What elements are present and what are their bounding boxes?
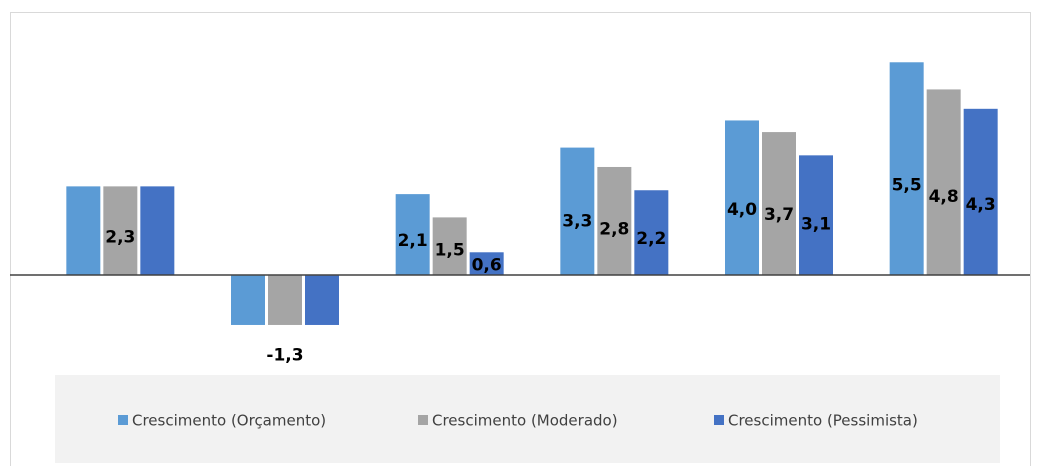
bar <box>633 189 670 276</box>
value-label: 3,7 <box>764 205 794 225</box>
value-label: 5,5 <box>892 175 922 195</box>
legend-box <box>55 375 1000 463</box>
bar <box>596 165 633 276</box>
value-label: 2,8 <box>599 219 629 239</box>
value-label: 2,2 <box>636 229 666 249</box>
bar <box>724 119 760 276</box>
legend-label: Crescimento (Moderado) <box>432 412 618 430</box>
value-label: 4,0 <box>727 200 757 220</box>
legend-swatch <box>714 415 724 425</box>
legend-swatch <box>118 415 128 425</box>
bar <box>304 274 340 326</box>
bar <box>798 154 834 276</box>
bar <box>230 274 266 326</box>
bar <box>925 88 962 276</box>
value-label: 0,6 <box>472 255 502 275</box>
bar <box>559 146 596 276</box>
value-label: 4,3 <box>966 195 996 215</box>
value-label: 4,8 <box>929 187 959 207</box>
value-label: 1,5 <box>435 241 465 261</box>
value-label: 3,1 <box>801 215 831 235</box>
value-label: 2,1 <box>398 231 428 251</box>
legend-label: Crescimento (Pessimista) <box>728 412 918 430</box>
value-label: 3,3 <box>562 211 592 231</box>
bar <box>431 216 468 276</box>
bar <box>267 274 303 326</box>
bar <box>888 61 925 276</box>
legend-label: Crescimento (Orçamento) <box>132 412 326 430</box>
bar <box>139 185 176 276</box>
bar <box>65 185 102 276</box>
bar <box>102 185 139 276</box>
bar <box>761 131 797 276</box>
bar <box>962 107 999 276</box>
legend-swatch <box>418 415 428 425</box>
value-label: 2,3 <box>105 228 135 248</box>
value-label: -1,3 <box>266 345 303 365</box>
